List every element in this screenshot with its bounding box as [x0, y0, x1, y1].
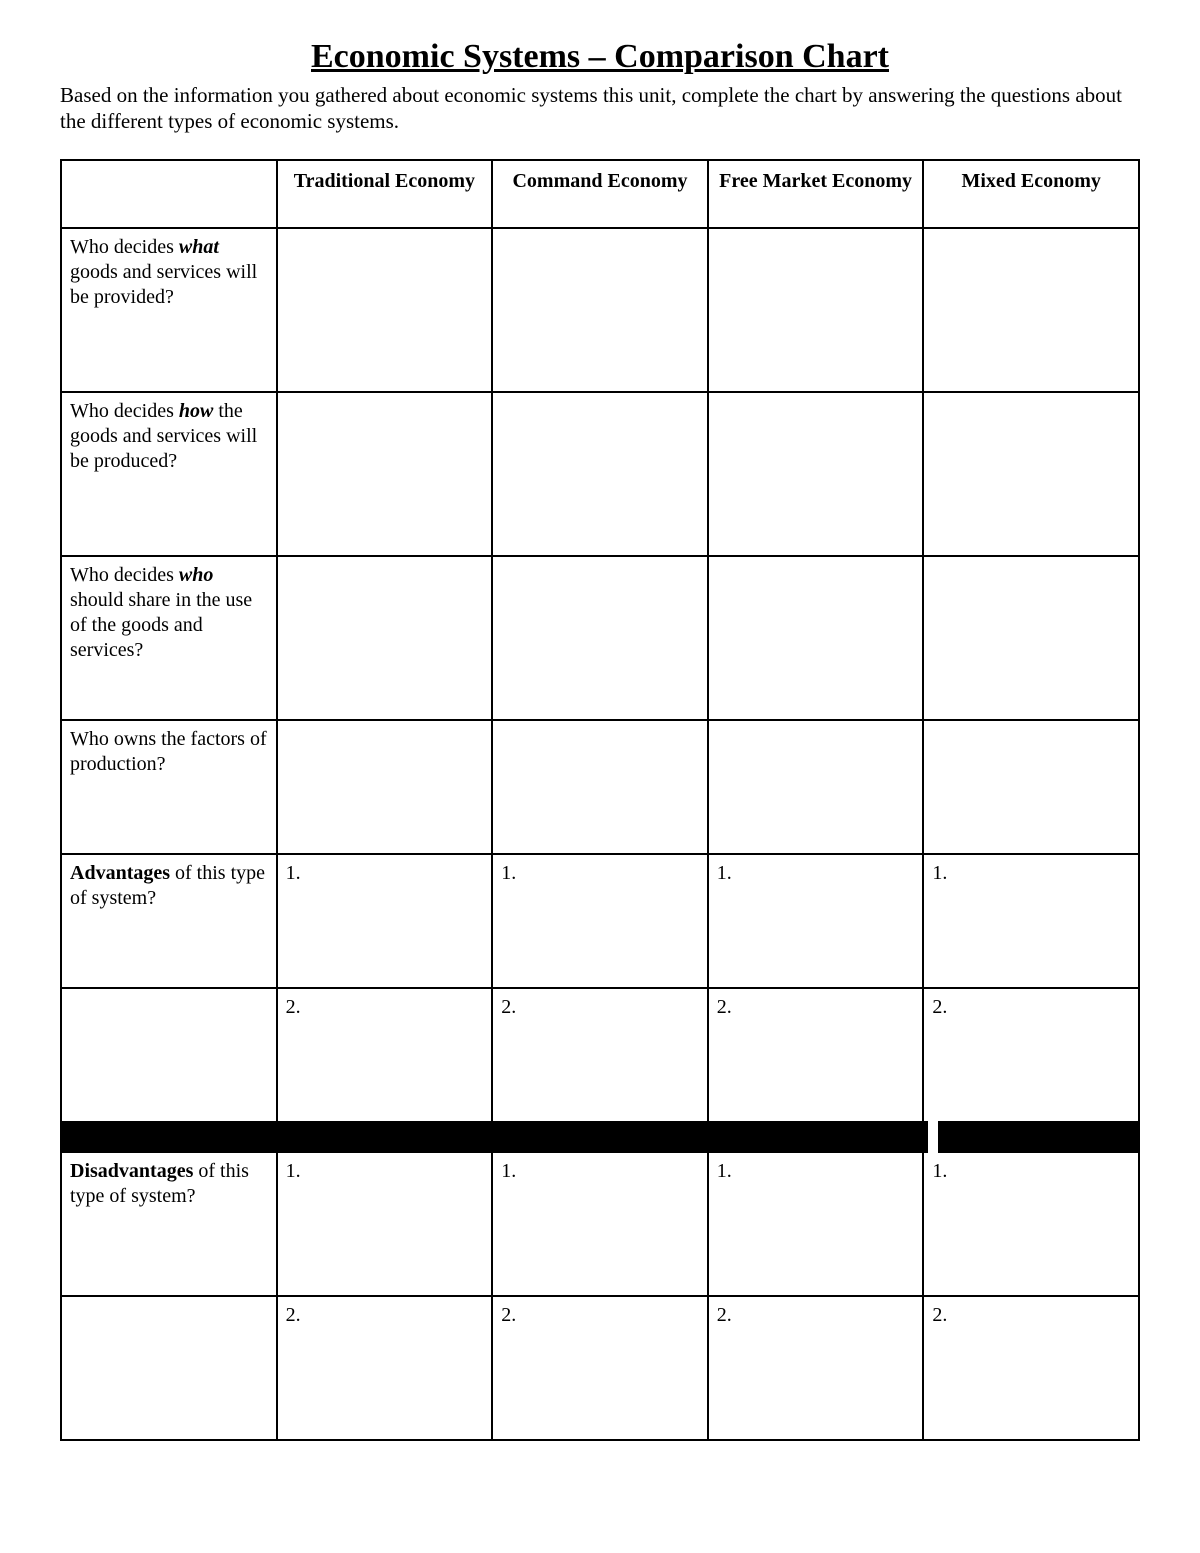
marker-2: 2.: [932, 996, 947, 1018]
marker-2: 2.: [501, 996, 516, 1018]
q1-traditional[interactable]: [277, 228, 493, 392]
disadvantages-label: Disadvantages of this type of system?: [61, 1152, 277, 1296]
separator-gap: [928, 1121, 938, 1153]
q1-mixed[interactable]: [923, 228, 1139, 392]
marker-2: 2.: [501, 1304, 516, 1326]
marker-1: 1.: [717, 862, 732, 884]
row-q2: Who decides how the goods and services w…: [61, 392, 1139, 556]
q2-em: how: [179, 400, 213, 422]
q4-free-market[interactable]: [708, 720, 924, 854]
dis1-command[interactable]: 1.: [492, 1152, 708, 1296]
marker-1: 1.: [286, 1160, 301, 1182]
q3-pre: Who decides: [70, 564, 179, 586]
q4-traditional[interactable]: [277, 720, 493, 854]
q3-em: who: [179, 564, 213, 586]
marker-1: 1.: [932, 1160, 947, 1182]
q3-free-market[interactable]: [708, 556, 924, 720]
row-q1: Who decides what goods and services will…: [61, 228, 1139, 392]
dis2-free-market[interactable]: 2.: [708, 1296, 924, 1440]
separator-row: [61, 1122, 1139, 1152]
marker-1: 1.: [717, 1160, 732, 1182]
separator-bar: [61, 1122, 1139, 1152]
marker-2: 2.: [932, 1304, 947, 1326]
dis1-free-market[interactable]: 1.: [708, 1152, 924, 1296]
adv2-mixed[interactable]: 2.: [923, 988, 1139, 1122]
worksheet-page: Economic Systems – Comparison Chart Base…: [0, 0, 1200, 1553]
marker-1: 1.: [501, 1160, 516, 1182]
table-header-row: Traditional Economy Command Economy Free…: [61, 160, 1139, 228]
header-free-market: Free Market Economy: [708, 160, 924, 228]
adv2-free-market[interactable]: 2.: [708, 988, 924, 1122]
row-advantages-2: 2. 2. 2. 2.: [61, 988, 1139, 1122]
dis1-traditional[interactable]: 1.: [277, 1152, 493, 1296]
row-disadvantages-2: 2. 2. 2. 2.: [61, 1296, 1139, 1440]
marker-2: 2.: [286, 996, 301, 1018]
adv2-traditional[interactable]: 2.: [277, 988, 493, 1122]
q3-mixed[interactable]: [923, 556, 1139, 720]
adv1-free-market[interactable]: 1.: [708, 854, 924, 988]
page-title: Economic Systems – Comparison Chart: [60, 38, 1140, 76]
dis2-traditional[interactable]: 2.: [277, 1296, 493, 1440]
row-q4: Who owns the factors of production?: [61, 720, 1139, 854]
advantages-label: Advantages of this type of system?: [61, 854, 277, 988]
header-traditional: Traditional Economy: [277, 160, 493, 228]
q1-post: goods and services will be provided?: [70, 261, 257, 308]
comparison-table: Traditional Economy Command Economy Free…: [60, 159, 1140, 1441]
disadvantages-bold: Disadvantages: [70, 1160, 193, 1182]
marker-1: 1.: [286, 862, 301, 884]
marker-2: 2.: [286, 1304, 301, 1326]
disadvantages-label-blank: [61, 1296, 277, 1440]
row-q3: Who decides who should share in the use …: [61, 556, 1139, 720]
q2-free-market[interactable]: [708, 392, 924, 556]
q3-traditional[interactable]: [277, 556, 493, 720]
adv1-traditional[interactable]: 1.: [277, 854, 493, 988]
header-command: Command Economy: [492, 160, 708, 228]
q2-command[interactable]: [492, 392, 708, 556]
q4-command[interactable]: [492, 720, 708, 854]
q2-label: Who decides how the goods and services w…: [61, 392, 277, 556]
q4-label: Who owns the factors of production?: [61, 720, 277, 854]
dis1-mixed[interactable]: 1.: [923, 1152, 1139, 1296]
q4-mixed[interactable]: [923, 720, 1139, 854]
advantages-label-blank: [61, 988, 277, 1122]
adv1-command[interactable]: 1.: [492, 854, 708, 988]
row-advantages-1: Advantages of this type of system? 1. 1.…: [61, 854, 1139, 988]
q3-command[interactable]: [492, 556, 708, 720]
instructions-text: Based on the information you gathered ab…: [60, 82, 1140, 135]
q1-command[interactable]: [492, 228, 708, 392]
q2-traditional[interactable]: [277, 392, 493, 556]
q3-post: should share in the use of the goods and…: [70, 589, 252, 661]
adv2-command[interactable]: 2.: [492, 988, 708, 1122]
adv1-mixed[interactable]: 1.: [923, 854, 1139, 988]
dis2-mixed[interactable]: 2.: [923, 1296, 1139, 1440]
q1-free-market[interactable]: [708, 228, 924, 392]
q1-label: Who decides what goods and services will…: [61, 228, 277, 392]
q2-pre: Who decides: [70, 400, 179, 422]
header-blank: [61, 160, 277, 228]
marker-2: 2.: [717, 996, 732, 1018]
advantages-bold: Advantages: [70, 862, 170, 884]
q1-em: what: [179, 236, 219, 258]
q3-label: Who decides who should share in the use …: [61, 556, 277, 720]
dis2-command[interactable]: 2.: [492, 1296, 708, 1440]
marker-1: 1.: [501, 862, 516, 884]
marker-2: 2.: [717, 1304, 732, 1326]
header-mixed: Mixed Economy: [923, 160, 1139, 228]
marker-1: 1.: [932, 862, 947, 884]
q2-mixed[interactable]: [923, 392, 1139, 556]
row-disadvantages-1: Disadvantages of this type of system? 1.…: [61, 1152, 1139, 1296]
q1-pre: Who decides: [70, 236, 179, 258]
